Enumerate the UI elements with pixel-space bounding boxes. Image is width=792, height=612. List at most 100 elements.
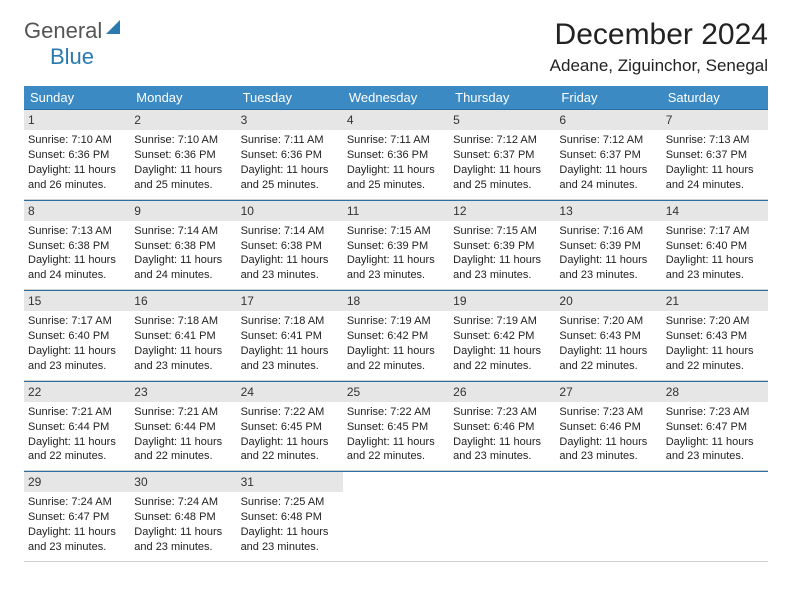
calendar-cell: 4Sunrise: 7:11 AMSunset: 6:36 PMDaylight… xyxy=(343,110,449,199)
calendar-cell: 27Sunrise: 7:23 AMSunset: 6:46 PMDayligh… xyxy=(555,382,661,471)
day-number: 4 xyxy=(343,110,449,130)
logo-triangle-icon xyxy=(106,20,120,34)
sunset-line: Sunset: 6:37 PM xyxy=(559,148,657,163)
sunrise-line: Sunrise: 7:12 AM xyxy=(453,133,551,148)
daylight-line: Daylight: 11 hours and 23 minutes. xyxy=(241,253,339,283)
day-header: Wednesday xyxy=(343,86,449,109)
day-header-row: Sunday Monday Tuesday Wednesday Thursday… xyxy=(24,86,768,109)
sunrise-line: Sunrise: 7:14 AM xyxy=(134,224,232,239)
sunset-line: Sunset: 6:38 PM xyxy=(241,239,339,254)
sunrise-line: Sunrise: 7:19 AM xyxy=(347,314,445,329)
calendar-week: 15Sunrise: 7:17 AMSunset: 6:40 PMDayligh… xyxy=(24,290,768,381)
sunset-line: Sunset: 6:43 PM xyxy=(666,329,764,344)
day-number: 25 xyxy=(343,382,449,402)
day-number: 27 xyxy=(555,382,661,402)
day-number xyxy=(343,472,449,492)
day-number: 19 xyxy=(449,291,555,311)
day-number: 15 xyxy=(24,291,130,311)
sunset-line: Sunset: 6:46 PM xyxy=(559,420,657,435)
calendar-cell: 6Sunrise: 7:12 AMSunset: 6:37 PMDaylight… xyxy=(555,110,661,199)
calendar-cell: 14Sunrise: 7:17 AMSunset: 6:40 PMDayligh… xyxy=(662,201,768,290)
sunrise-line: Sunrise: 7:17 AM xyxy=(666,224,764,239)
daylight-line: Daylight: 11 hours and 24 minutes. xyxy=(28,253,126,283)
sunset-line: Sunset: 6:41 PM xyxy=(241,329,339,344)
calendar-cell: 24Sunrise: 7:22 AMSunset: 6:45 PMDayligh… xyxy=(237,382,343,471)
sunset-line: Sunset: 6:48 PM xyxy=(241,510,339,525)
day-number: 28 xyxy=(662,382,768,402)
calendar-cell: 3Sunrise: 7:11 AMSunset: 6:36 PMDaylight… xyxy=(237,110,343,199)
sunset-line: Sunset: 6:44 PM xyxy=(28,420,126,435)
sunset-line: Sunset: 6:42 PM xyxy=(347,329,445,344)
day-header: Friday xyxy=(555,86,661,109)
sunrise-line: Sunrise: 7:12 AM xyxy=(559,133,657,148)
calendar-cell: 12Sunrise: 7:15 AMSunset: 6:39 PMDayligh… xyxy=(449,201,555,290)
sunset-line: Sunset: 6:38 PM xyxy=(134,239,232,254)
calendar-week: 29Sunrise: 7:24 AMSunset: 6:47 PMDayligh… xyxy=(24,471,768,562)
daylight-line: Daylight: 11 hours and 23 minutes. xyxy=(134,344,232,374)
calendar-cell: 15Sunrise: 7:17 AMSunset: 6:40 PMDayligh… xyxy=(24,291,130,380)
day-number: 23 xyxy=(130,382,236,402)
sunrise-line: Sunrise: 7:24 AM xyxy=(134,495,232,510)
title-block: December 2024 Adeane, Ziguinchor, Senega… xyxy=(550,18,768,76)
calendar-cell: 29Sunrise: 7:24 AMSunset: 6:47 PMDayligh… xyxy=(24,472,130,561)
day-header: Monday xyxy=(130,86,236,109)
calendar-cell: 28Sunrise: 7:23 AMSunset: 6:47 PMDayligh… xyxy=(662,382,768,471)
sunrise-line: Sunrise: 7:15 AM xyxy=(453,224,551,239)
sunset-line: Sunset: 6:39 PM xyxy=(347,239,445,254)
sunrise-line: Sunrise: 7:20 AM xyxy=(559,314,657,329)
calendar-cell: 8Sunrise: 7:13 AMSunset: 6:38 PMDaylight… xyxy=(24,201,130,290)
calendar-cell: 21Sunrise: 7:20 AMSunset: 6:43 PMDayligh… xyxy=(662,291,768,380)
day-number: 9 xyxy=(130,201,236,221)
calendar-cell: 26Sunrise: 7:23 AMSunset: 6:46 PMDayligh… xyxy=(449,382,555,471)
header: General Blue December 2024 Adeane, Zigui… xyxy=(24,18,768,76)
day-number: 21 xyxy=(662,291,768,311)
sunset-line: Sunset: 6:37 PM xyxy=(453,148,551,163)
day-number: 29 xyxy=(24,472,130,492)
sunset-line: Sunset: 6:43 PM xyxy=(559,329,657,344)
day-header: Saturday xyxy=(662,86,768,109)
calendar-body: 1Sunrise: 7:10 AMSunset: 6:36 PMDaylight… xyxy=(24,109,768,562)
sunrise-line: Sunrise: 7:11 AM xyxy=(241,133,339,148)
sunset-line: Sunset: 6:40 PM xyxy=(666,239,764,254)
daylight-line: Daylight: 11 hours and 22 minutes. xyxy=(347,344,445,374)
sunset-line: Sunset: 6:37 PM xyxy=(666,148,764,163)
calendar-week: 22Sunrise: 7:21 AMSunset: 6:44 PMDayligh… xyxy=(24,381,768,472)
daylight-line: Daylight: 11 hours and 22 minutes. xyxy=(241,435,339,465)
logo-word2: Blue xyxy=(50,44,124,70)
title-month: December 2024 xyxy=(550,18,768,52)
calendar-cell: 16Sunrise: 7:18 AMSunset: 6:41 PMDayligh… xyxy=(130,291,236,380)
daylight-line: Daylight: 11 hours and 22 minutes. xyxy=(347,435,445,465)
daylight-line: Daylight: 11 hours and 24 minutes. xyxy=(666,163,764,193)
sunset-line: Sunset: 6:48 PM xyxy=(134,510,232,525)
sunset-line: Sunset: 6:45 PM xyxy=(347,420,445,435)
calendar-cell: 30Sunrise: 7:24 AMSunset: 6:48 PMDayligh… xyxy=(130,472,236,561)
daylight-line: Daylight: 11 hours and 26 minutes. xyxy=(28,163,126,193)
title-location: Adeane, Ziguinchor, Senegal xyxy=(550,56,768,76)
day-number: 14 xyxy=(662,201,768,221)
daylight-line: Daylight: 11 hours and 22 minutes. xyxy=(28,435,126,465)
sunset-line: Sunset: 6:36 PM xyxy=(134,148,232,163)
sunset-line: Sunset: 6:47 PM xyxy=(666,420,764,435)
daylight-line: Daylight: 11 hours and 22 minutes. xyxy=(134,435,232,465)
day-header: Thursday xyxy=(449,86,555,109)
sunrise-line: Sunrise: 7:10 AM xyxy=(28,133,126,148)
calendar-cell: 17Sunrise: 7:18 AMSunset: 6:41 PMDayligh… xyxy=(237,291,343,380)
calendar-cell: 31Sunrise: 7:25 AMSunset: 6:48 PMDayligh… xyxy=(237,472,343,561)
sunrise-line: Sunrise: 7:23 AM xyxy=(666,405,764,420)
daylight-line: Daylight: 11 hours and 23 minutes. xyxy=(453,435,551,465)
calendar-cell: 13Sunrise: 7:16 AMSunset: 6:39 PMDayligh… xyxy=(555,201,661,290)
calendar-week: 8Sunrise: 7:13 AMSunset: 6:38 PMDaylight… xyxy=(24,200,768,291)
day-number: 16 xyxy=(130,291,236,311)
daylight-line: Daylight: 11 hours and 23 minutes. xyxy=(241,344,339,374)
day-number: 30 xyxy=(130,472,236,492)
daylight-line: Daylight: 11 hours and 22 minutes. xyxy=(453,344,551,374)
sunrise-line: Sunrise: 7:14 AM xyxy=(241,224,339,239)
sunset-line: Sunset: 6:45 PM xyxy=(241,420,339,435)
day-number: 7 xyxy=(662,110,768,130)
day-number: 13 xyxy=(555,201,661,221)
calendar-cell: 20Sunrise: 7:20 AMSunset: 6:43 PMDayligh… xyxy=(555,291,661,380)
day-number xyxy=(555,472,661,492)
calendar-cell: 1Sunrise: 7:10 AMSunset: 6:36 PMDaylight… xyxy=(24,110,130,199)
sunset-line: Sunset: 6:46 PM xyxy=(453,420,551,435)
calendar-cell xyxy=(343,472,449,561)
